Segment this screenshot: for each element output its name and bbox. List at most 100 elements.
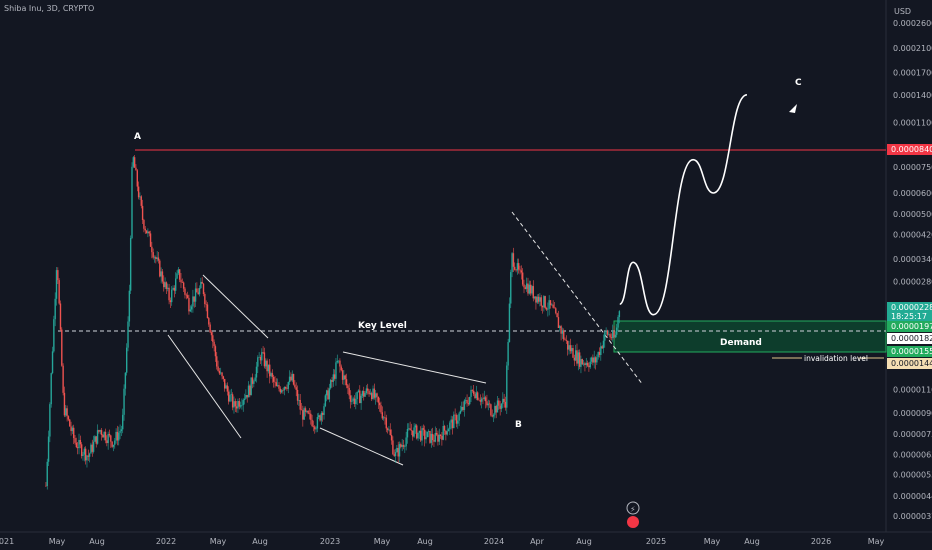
candle-body xyxy=(278,385,280,389)
candle-body xyxy=(594,357,597,363)
candle-body xyxy=(315,428,317,430)
candle-body xyxy=(221,372,223,377)
candle-body xyxy=(127,321,129,348)
candle-body xyxy=(263,352,266,367)
x-tick-label: May xyxy=(210,537,227,546)
candle-body xyxy=(206,304,209,319)
candle-body xyxy=(205,304,207,305)
candle-body xyxy=(514,266,516,270)
candle-body xyxy=(58,280,60,304)
candle-body xyxy=(275,382,278,387)
demand-bottom-tag xyxy=(887,346,932,357)
candle-body xyxy=(194,288,197,302)
x-tick-label: 2026 xyxy=(811,537,831,546)
candle-body xyxy=(581,359,583,365)
candle-body xyxy=(589,361,591,368)
candle-body xyxy=(310,413,312,420)
candle-body xyxy=(296,389,299,401)
candle-body xyxy=(503,398,505,402)
candle-body xyxy=(565,340,568,341)
candle-body xyxy=(590,357,593,362)
candle-body xyxy=(147,231,149,234)
candle-body xyxy=(171,289,173,303)
candle-body xyxy=(400,444,402,447)
candle-body xyxy=(479,400,482,402)
candle-body xyxy=(329,380,332,389)
candle-body xyxy=(422,428,425,430)
resistance-tag-text: 0.00008401 xyxy=(891,145,932,154)
candle-body xyxy=(457,420,459,424)
candle-body xyxy=(177,269,180,274)
current-price-text: 0.00002284 xyxy=(891,303,932,312)
y-tick-label: 0.00004200 xyxy=(893,230,932,239)
candle-body xyxy=(201,281,203,284)
candle-body xyxy=(421,428,423,441)
candle-body xyxy=(617,317,619,328)
candle-body xyxy=(108,433,111,436)
y-tick-label: 0.00000370 xyxy=(893,512,932,521)
candle-body xyxy=(152,252,154,258)
candle-body xyxy=(269,364,271,377)
candle-body xyxy=(616,327,618,335)
candle-body xyxy=(123,388,125,415)
candle-body xyxy=(161,271,164,282)
candle-body xyxy=(94,436,96,442)
y-tick-label: 0.00000530 xyxy=(893,470,932,479)
wedge-1-lower xyxy=(167,334,242,439)
candle-body xyxy=(454,414,456,416)
candle-body xyxy=(168,287,170,301)
candle-body xyxy=(182,282,185,289)
news-event-icon[interactable] xyxy=(627,516,639,528)
candle-body xyxy=(87,455,89,457)
candle-body xyxy=(57,270,59,281)
candle-body xyxy=(488,403,491,405)
key-level-text: 0.00001826 xyxy=(891,334,932,343)
y-tick-label: 0.00000630 xyxy=(893,450,932,459)
candle-body xyxy=(496,400,499,413)
candle-body xyxy=(319,415,321,421)
y-tick-label: 0.00021000 xyxy=(893,44,932,53)
candle-body xyxy=(80,444,83,456)
candle-body xyxy=(351,400,353,402)
candle-body xyxy=(598,351,601,355)
candle-body xyxy=(306,410,308,412)
candle-body xyxy=(374,393,377,398)
candle-body xyxy=(461,406,463,411)
candle-body xyxy=(186,295,189,298)
candle-body xyxy=(307,410,309,414)
candle-body xyxy=(502,398,504,404)
candle-body xyxy=(377,396,380,403)
point-a-label: A xyxy=(134,132,141,142)
candle-body xyxy=(486,401,488,406)
candle-body xyxy=(246,395,248,398)
x-tick-label: 2025 xyxy=(646,537,666,546)
candle-body xyxy=(91,444,93,452)
price-axis[interactable] xyxy=(886,0,932,532)
candle-body xyxy=(164,282,166,288)
candle-body xyxy=(541,305,544,308)
candle-body xyxy=(608,334,610,335)
candle-body xyxy=(602,340,605,349)
candle-body xyxy=(79,439,82,445)
x-ticks[interactable]: 2021 May Aug 2022 May Aug 2023 May Aug 2024 Apr Aug… xyxy=(0,537,885,546)
candle-body xyxy=(507,342,509,366)
candle-body xyxy=(612,330,614,339)
candle-body xyxy=(304,408,307,412)
candle-body xyxy=(100,430,103,435)
candle-body xyxy=(257,357,259,367)
candle-body xyxy=(487,403,489,406)
candle-body xyxy=(363,391,365,397)
candle-body xyxy=(132,157,135,167)
x-tick-label: Aug xyxy=(576,537,592,546)
candle-body xyxy=(233,401,235,408)
candle-body xyxy=(139,196,141,198)
candle-body xyxy=(449,422,451,430)
candle-body xyxy=(618,311,621,318)
x-tick-label: 2024 xyxy=(484,537,504,546)
candle-body xyxy=(463,400,466,410)
candle-body xyxy=(385,417,387,429)
lightning-icon[interactable] xyxy=(626,501,640,515)
candle-body xyxy=(569,345,572,352)
candle-body xyxy=(251,377,254,384)
